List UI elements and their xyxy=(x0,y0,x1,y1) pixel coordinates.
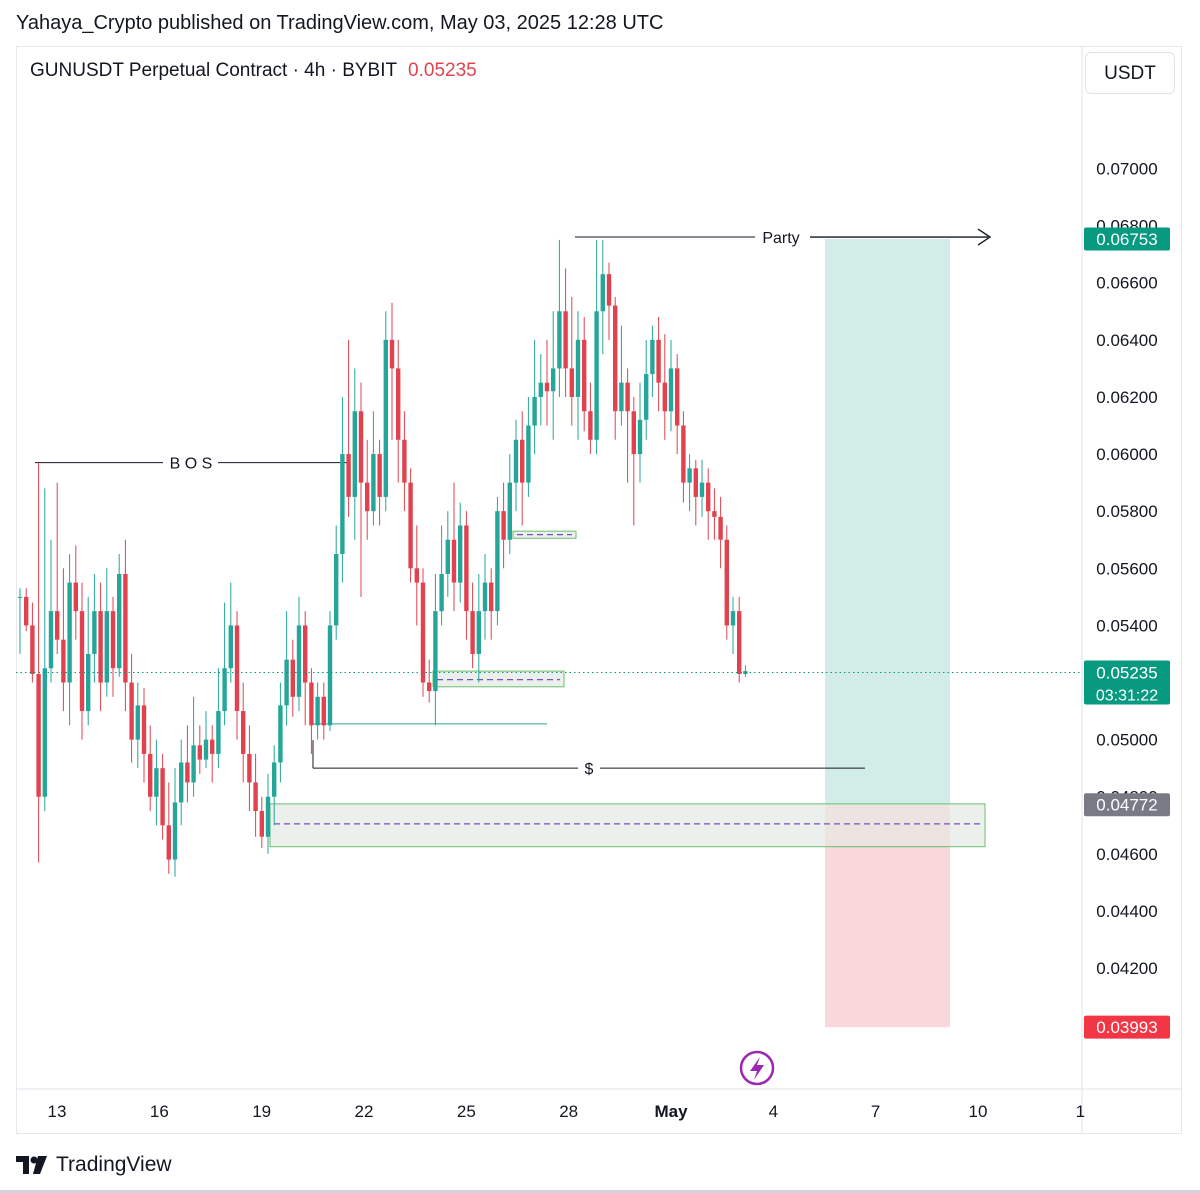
currency-button[interactable]: USDT xyxy=(1085,52,1175,94)
symbol-name: GUNUSDT Perpetual Contract · 4h · BYBIT xyxy=(30,60,397,81)
last-price: 0.05235 xyxy=(408,60,477,81)
bottom-border xyxy=(0,1190,1200,1193)
tradingview-logo-icon xyxy=(16,1156,47,1174)
chart-frame xyxy=(16,46,1182,1134)
publish-info: Yahaya_Crypto published on TradingView.c… xyxy=(16,12,664,34)
tradingview-brand: TradingView xyxy=(56,1153,172,1176)
symbol-legend: GUNUSDT Perpetual Contract · 4h · BYBIT … xyxy=(30,60,477,82)
footer: TradingView xyxy=(16,1150,172,1180)
